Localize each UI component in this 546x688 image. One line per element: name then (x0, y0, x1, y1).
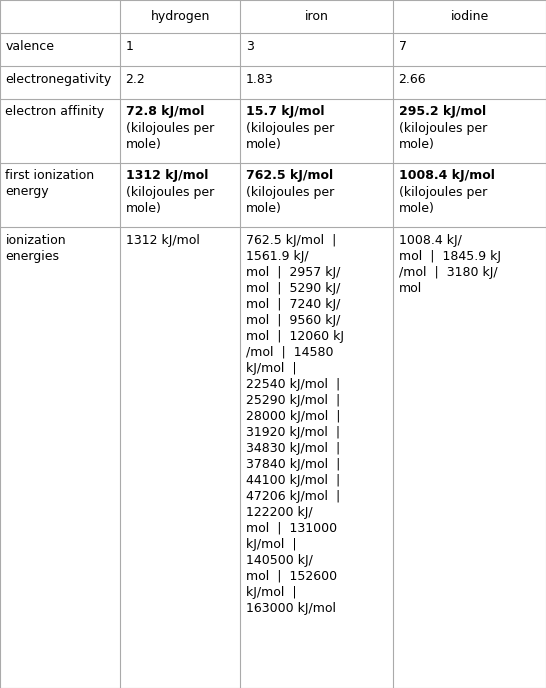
Text: (kilojoules per
mole): (kilojoules per mole) (126, 186, 214, 215)
Text: (kilojoules per
mole): (kilojoules per mole) (246, 122, 334, 151)
Text: 1008.4 kJ/mol: 1008.4 kJ/mol (399, 169, 495, 182)
Text: 1008.4 kJ/
mol  |  1845.9 kJ
/mol  |  3180 kJ/
mol: 1008.4 kJ/ mol | 1845.9 kJ /mol | 3180 k… (399, 234, 501, 294)
Text: 1.83: 1.83 (246, 72, 274, 85)
Text: hydrogen: hydrogen (151, 10, 210, 23)
Text: 1: 1 (126, 40, 133, 53)
Text: (kilojoules per
mole): (kilojoules per mole) (399, 122, 487, 151)
Text: electron affinity: electron affinity (5, 105, 105, 118)
Text: 72.8 kJ/mol: 72.8 kJ/mol (126, 105, 204, 118)
Text: 2.66: 2.66 (399, 72, 426, 85)
Text: 295.2 kJ/mol: 295.2 kJ/mol (399, 105, 486, 118)
Text: electronegativity: electronegativity (5, 72, 112, 85)
Text: ionization
energies: ionization energies (5, 234, 66, 263)
Text: (kilojoules per
mole): (kilojoules per mole) (399, 186, 487, 215)
Text: first ionization
energy: first ionization energy (5, 169, 94, 199)
Text: 1312 kJ/mol: 1312 kJ/mol (126, 169, 208, 182)
Text: (kilojoules per
mole): (kilojoules per mole) (126, 122, 214, 151)
Text: 1312 kJ/mol: 1312 kJ/mol (126, 234, 199, 246)
Text: valence: valence (5, 40, 55, 53)
Text: 762.5 kJ/mol: 762.5 kJ/mol (246, 169, 333, 182)
Text: 7: 7 (399, 40, 407, 53)
Text: iodine: iodine (450, 10, 489, 23)
Text: iron: iron (305, 10, 329, 23)
Text: 762.5 kJ/mol  |
1561.9 kJ/
mol  |  2957 kJ/
mol  |  5290 kJ/
mol  |  7240 kJ/
mo: 762.5 kJ/mol | 1561.9 kJ/ mol | 2957 kJ/… (246, 234, 343, 614)
Text: 15.7 kJ/mol: 15.7 kJ/mol (246, 105, 324, 118)
Text: 3: 3 (246, 40, 253, 53)
Text: (kilojoules per
mole): (kilojoules per mole) (246, 186, 334, 215)
Text: 2.2: 2.2 (126, 72, 145, 85)
